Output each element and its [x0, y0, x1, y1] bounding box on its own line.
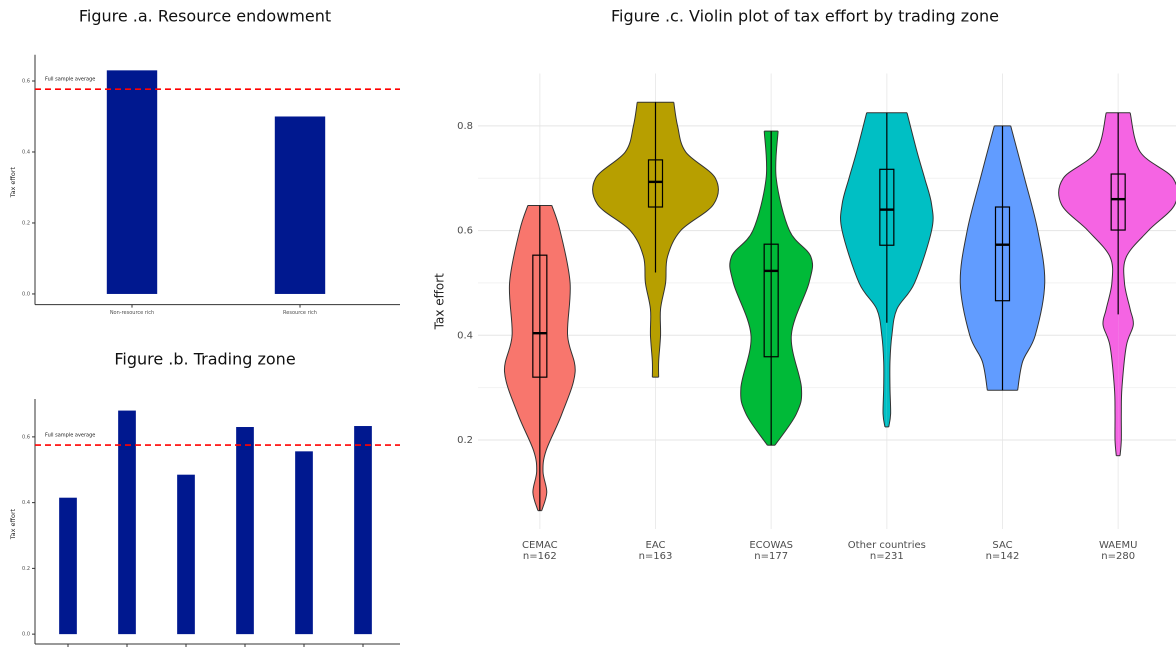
violin-outline [1010, 125, 1046, 391]
violin-fill [504, 205, 540, 511]
reference-label: Full sample average [45, 77, 95, 83]
violin-outline [888, 112, 934, 427]
x-tick-label: Other countries [848, 540, 926, 551]
violin-fill [729, 131, 772, 446]
bar [118, 410, 136, 635]
violin-fill [1118, 112, 1176, 456]
box [994, 206, 1011, 302]
bar [177, 474, 195, 635]
box [879, 168, 895, 246]
y-tick-label: 0.2 [22, 220, 30, 226]
violin-fill [960, 125, 1003, 391]
x-tick-sublabel: n=142 [986, 551, 1020, 562]
box [532, 254, 548, 378]
y-tick-label: 0.4 [22, 149, 30, 155]
violin-outline [541, 205, 576, 511]
violin-fill [539, 205, 576, 511]
x-tick-label: WAEMU [1099, 540, 1137, 551]
violin-outline [774, 131, 814, 446]
box [1110, 173, 1126, 231]
y-tick-label: 0.4 [457, 330, 473, 341]
chart-title: Figure .b. Trading zone [114, 350, 295, 369]
violin-outline [729, 131, 768, 446]
y-axis-title: Tax effort [9, 166, 17, 198]
violin-outline [504, 205, 539, 511]
violin-fill [771, 131, 813, 446]
violin-fill [655, 102, 719, 378]
y-tick-label: 0.6 [457, 226, 473, 237]
violin-fill [592, 102, 656, 378]
x-tick-label: Non-resource rich [110, 310, 154, 316]
y-tick-label: 0.6 [22, 78, 30, 84]
y-axis-title: Tax effort [433, 273, 447, 331]
bar [295, 451, 313, 635]
bar [236, 427, 254, 635]
violin-outline [959, 125, 995, 391]
x-tick-label: EAC [646, 540, 666, 551]
x-tick-sublabel: n=280 [1101, 551, 1135, 562]
x-tick-label: ECOWAS [749, 540, 793, 551]
y-axis-title: Tax effort [9, 508, 17, 540]
y-tick-label: 0.4 [22, 500, 30, 506]
y-tick-label: 0.8 [457, 121, 473, 132]
y-tick-label: 0.0 [22, 632, 30, 638]
bar [274, 116, 326, 294]
box [647, 159, 664, 208]
bar [59, 497, 77, 635]
y-tick-label: 0.6 [22, 434, 30, 440]
violin-outline [658, 102, 719, 378]
violin-outline [840, 112, 886, 427]
chart-title: Figure .c. Violin plot of tax effort by … [611, 7, 999, 26]
violin-outline [592, 102, 653, 378]
reference-label: Full sample average [45, 433, 95, 439]
x-tick-label: CEMAC [522, 540, 558, 551]
y-tick-label: 0.2 [22, 566, 30, 572]
bar [354, 426, 372, 635]
x-tick-sublabel: n=231 [870, 551, 904, 562]
violin-outline [1058, 112, 1117, 456]
y-tick-label: 0.2 [457, 435, 473, 446]
violin-outline [1119, 112, 1176, 456]
violin-fill [840, 112, 887, 427]
y-tick-label: 0.0 [22, 291, 30, 297]
violin-fill [886, 112, 934, 427]
x-tick-sublabel: n=163 [639, 551, 673, 562]
chart-title: Figure .a. Resource endowment [79, 7, 331, 26]
violin-fill [1002, 125, 1045, 391]
bar [106, 70, 158, 294]
box [763, 243, 779, 358]
x-tick-label: SAC [992, 540, 1012, 551]
x-tick-sublabel: n=177 [754, 551, 788, 562]
violin-fill [1058, 112, 1119, 456]
x-tick-label: Resource rich [283, 310, 317, 316]
x-tick-sublabel: n=162 [523, 551, 557, 562]
